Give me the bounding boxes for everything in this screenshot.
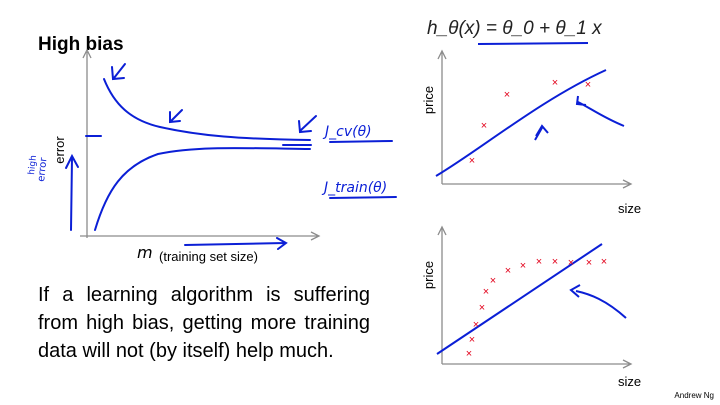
- formula-underline: [477, 42, 589, 45]
- data-point: ×: [552, 77, 558, 89]
- y-axis-label: error: [52, 136, 67, 164]
- bottom-y-label: price: [421, 261, 436, 289]
- jtrain-curve: [94, 147, 311, 231]
- top-axes: [437, 49, 633, 189]
- data-point: ×: [469, 155, 475, 167]
- data-point: ×: [536, 256, 542, 268]
- bottom-points: × × × × × × × × × × × × ×: [466, 256, 607, 360]
- m-variable: m: [137, 243, 153, 262]
- author-credit: Andrew Ng: [674, 391, 714, 400]
- data-point: ×: [473, 319, 479, 331]
- high-error-note-2: error: [36, 156, 50, 182]
- bottom-axes: [437, 225, 633, 369]
- jtrain-label: J_train(θ): [321, 180, 387, 196]
- jcv-label: J_cv(θ): [322, 124, 372, 140]
- data-point: ×: [504, 89, 510, 101]
- jcv-curve: [103, 78, 311, 141]
- data-point: ×: [586, 257, 592, 269]
- top-x-label: size: [618, 201, 641, 215]
- top-fit-line: [435, 69, 607, 177]
- data-point: ×: [466, 348, 472, 360]
- high-error-note-1: high: [27, 155, 39, 176]
- learning-curve-axes: [80, 48, 321, 241]
- top-points: × × × × ×: [469, 77, 591, 167]
- jtrain-underline: [329, 196, 397, 199]
- data-point: ×: [568, 257, 574, 269]
- learning-curve-plot: error high error J_cv(θ) J_train(θ) m (t…: [27, 48, 397, 264]
- data-point: ×: [552, 256, 558, 268]
- top-y-label: price: [421, 86, 436, 114]
- arrow-icon-cv: [298, 115, 317, 134]
- bottom-x-label: size: [618, 374, 641, 389]
- top-arrow-icon: [534, 124, 549, 141]
- bottom-curved-arrow-icon: [569, 284, 627, 319]
- m-axis-arrow: [184, 237, 288, 250]
- paragraph: If a learning algorithm is suffering fro…: [38, 284, 370, 362]
- slide-title: High bias: [38, 34, 124, 55]
- data-point: ×: [469, 334, 475, 346]
- data-point: ×: [490, 275, 496, 287]
- x-axis-label: (training set size): [159, 249, 258, 264]
- data-point: ×: [481, 120, 487, 132]
- bottom-fit-line: [436, 243, 603, 355]
- data-point: ×: [505, 265, 511, 277]
- data-point: ×: [601, 256, 607, 268]
- data-point: ×: [585, 79, 591, 91]
- high-error-arrow: [65, 153, 79, 231]
- data-point: ×: [479, 302, 485, 314]
- arrow-icon-mid: [169, 109, 183, 124]
- top-curved-arrow-icon: [575, 95, 625, 127]
- arrow-icon-start: [111, 63, 126, 81]
- data-point: ×: [520, 260, 526, 272]
- bottom-scatter-plot: price size × × × × × × × × × × × × ×: [421, 225, 641, 389]
- top-scatter-plot: h_θ(x) = θ_0 + θ_1 x price size × × × × …: [421, 18, 641, 215]
- hypothesis-formula: h_θ(x) = θ_0 + θ_1 x: [427, 18, 603, 39]
- data-point: ×: [483, 286, 489, 298]
- jcv-underline: [329, 140, 393, 143]
